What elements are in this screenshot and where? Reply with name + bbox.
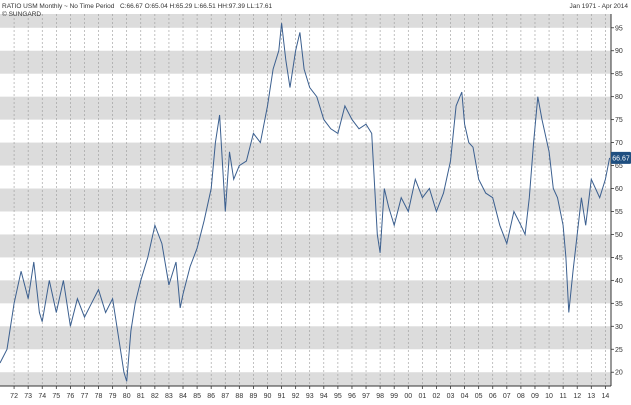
band-85 xyxy=(0,50,611,74)
x-tick-label-75: 75 xyxy=(52,393,60,400)
x-tick-label-09: 09 xyxy=(531,393,539,400)
x-tick-label-90: 90 xyxy=(264,393,272,400)
ohlc-readout: C:66.67 O:65.04 H:65.29 L:66.51 HH:97.39… xyxy=(120,3,273,10)
background-bands xyxy=(0,14,611,386)
x-tick-label-12: 12 xyxy=(573,393,581,400)
chart-title: RATIO USM Monthly ~ No Time Period xyxy=(2,3,115,10)
x-tick-label-89: 89 xyxy=(250,393,258,400)
x-tick-label-04: 04 xyxy=(461,393,469,400)
x-tick-label-10: 10 xyxy=(545,393,553,400)
y-tick-label-60: 60 xyxy=(615,186,623,193)
x-tick-label-78: 78 xyxy=(95,393,103,400)
y-tick-label-95: 95 xyxy=(615,25,623,32)
x-tick-label-97: 97 xyxy=(362,393,370,400)
y-tick-label-65: 65 xyxy=(615,163,623,170)
x-tick-label-87: 87 xyxy=(221,393,229,400)
x-tick-label-02: 02 xyxy=(433,393,441,400)
last-value-badge: 66.67 xyxy=(611,151,631,164)
x-tick-label-99: 99 xyxy=(390,393,398,400)
band-45 xyxy=(0,234,611,258)
x-tick-label-14: 14 xyxy=(601,393,609,400)
x-tick-label-94: 94 xyxy=(320,393,328,400)
y-axis-ticks: 20 25 30 35 40 45 50 55 60 65 70 75 80 85 90 95 xyxy=(611,25,623,377)
band-65 xyxy=(0,142,611,166)
x-tick-label-82: 82 xyxy=(151,393,159,400)
band-25 xyxy=(0,326,611,350)
x-tick-label-01: 01 xyxy=(418,393,426,400)
y-tick-label-45: 45 xyxy=(615,255,623,262)
x-tick-label-96: 96 xyxy=(348,393,356,400)
x-tick-label-88: 88 xyxy=(235,393,243,400)
x-tick-label-76: 76 xyxy=(66,393,74,400)
y-tick-label-90: 90 xyxy=(615,48,623,55)
x-tick-label-98: 98 xyxy=(376,393,384,400)
y-tick-label-80: 80 xyxy=(615,94,623,101)
x-tick-label-72: 72 xyxy=(10,393,18,400)
last-value-badge-box xyxy=(611,151,631,164)
band-35 xyxy=(0,280,611,304)
x-tick-label-92: 92 xyxy=(292,393,300,400)
x-axis-ticks: 72 73 74 75 76 77 78 79 80 81 82 83 84 85 86 87 88 89 90 91… xyxy=(10,386,609,400)
x-tick-label-80: 80 xyxy=(123,393,131,400)
y-tick-label-70: 70 xyxy=(615,140,623,147)
vertical-gridlines xyxy=(13,14,606,386)
y-tick-label-50: 50 xyxy=(615,232,623,239)
y-tick-label-20: 20 xyxy=(615,370,623,377)
x-tick-label-00: 00 xyxy=(404,393,412,400)
date-range-label: Jan 1971 - Apr 2014 xyxy=(569,3,628,10)
y-tick-label-30: 30 xyxy=(615,324,623,331)
x-tick-label-74: 74 xyxy=(38,393,46,400)
y-tick-label-85: 85 xyxy=(615,71,623,78)
band-95 xyxy=(0,14,611,28)
x-tick-label-08: 08 xyxy=(517,393,525,400)
band-75 xyxy=(0,96,611,120)
x-tick-label-91: 91 xyxy=(278,393,286,400)
x-tick-label-03: 03 xyxy=(447,393,455,400)
x-tick-label-85: 85 xyxy=(193,393,201,400)
series-line-ratio xyxy=(0,23,611,382)
x-tick-label-77: 77 xyxy=(81,393,89,400)
band-55 xyxy=(0,188,611,212)
x-tick-label-13: 13 xyxy=(587,393,595,400)
x-tick-label-06: 06 xyxy=(489,393,497,400)
y-tick-label-40: 40 xyxy=(615,278,623,285)
band-15 xyxy=(0,372,611,386)
x-tick-label-86: 86 xyxy=(207,393,215,400)
x-tick-label-79: 79 xyxy=(109,393,117,400)
y-tick-label-35: 35 xyxy=(615,301,623,308)
y-tick-label-55: 55 xyxy=(615,209,623,216)
source-label: © SUNGARD xyxy=(2,10,41,18)
x-tick-label-95: 95 xyxy=(334,393,342,400)
y-tick-label-25: 25 xyxy=(615,347,623,354)
x-tick-label-83: 83 xyxy=(165,393,173,400)
x-tick-label-07: 07 xyxy=(503,393,511,400)
x-tick-label-73: 73 xyxy=(24,393,32,400)
y-tick-label-75: 75 xyxy=(615,117,623,124)
x-tick-label-81: 81 xyxy=(137,393,145,400)
x-tick-label-93: 93 xyxy=(306,393,314,400)
last-value-text: 66.67 xyxy=(612,155,630,162)
x-tick-label-84: 84 xyxy=(179,393,187,400)
x-tick-label-11: 11 xyxy=(559,393,566,400)
x-tick-label-05: 05 xyxy=(475,393,483,400)
